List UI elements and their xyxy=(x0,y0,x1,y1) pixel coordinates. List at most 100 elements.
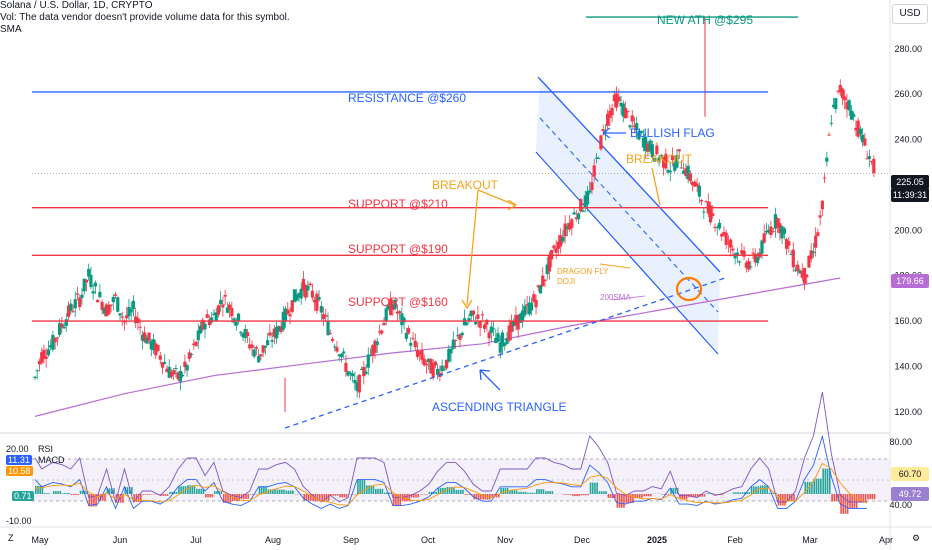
candle-body xyxy=(380,330,384,334)
candle-body xyxy=(201,319,205,330)
candle-body xyxy=(840,88,845,99)
macd-histogram-bar xyxy=(110,488,113,494)
macd-histogram-bar xyxy=(77,494,79,496)
macd-histogram-bar xyxy=(692,494,695,498)
macd-histogram-bar xyxy=(225,494,227,503)
candle-body xyxy=(865,158,869,160)
candle-body xyxy=(207,319,212,326)
candle-body xyxy=(462,318,467,326)
macd-histogram-bar xyxy=(119,494,122,503)
rsi-line xyxy=(34,391,868,504)
macd-histogram-bar xyxy=(867,494,869,500)
candle-body xyxy=(337,354,341,357)
candle-body xyxy=(780,226,784,239)
candle-body xyxy=(782,228,786,235)
macd-histogram-bar xyxy=(820,478,822,494)
candle-body xyxy=(129,308,133,313)
macd-histogram-bar xyxy=(247,494,249,499)
candle-body xyxy=(641,137,646,148)
candle-body xyxy=(84,279,89,283)
candle-body xyxy=(100,301,104,310)
candle-body xyxy=(268,332,272,336)
candle-body xyxy=(368,354,373,356)
dragonfly-label-2: DOJI xyxy=(557,277,575,286)
candle-body xyxy=(447,349,451,362)
ascending-triangle-label: ASCENDING TRIANGLE xyxy=(432,400,566,414)
candle-body xyxy=(449,348,453,354)
candle-body xyxy=(581,210,585,212)
macd-histogram-bar xyxy=(636,494,639,498)
candle-body xyxy=(66,305,71,317)
macd-histogram-bar xyxy=(182,486,185,494)
candle-body xyxy=(230,308,234,317)
candle-body xyxy=(404,333,408,339)
candle-body xyxy=(498,342,502,353)
time-axis[interactable]: May Jun Jul Aug Sep Oct Nov Dec 2025 Feb Mar Apr xyxy=(31,535,893,545)
macd-histogram-bar xyxy=(545,491,547,494)
macd-histogram-bar xyxy=(202,488,205,494)
candle-body xyxy=(219,299,223,305)
price-tick-label: 140.00 xyxy=(894,361,922,371)
candle-body xyxy=(386,305,391,310)
breakout-left-label: BREAKOUT xyxy=(432,178,499,192)
macd-histogram-bar xyxy=(618,494,621,508)
candle-body xyxy=(58,323,62,335)
candle-body xyxy=(266,340,270,346)
sma-legend[interactable]: SMA xyxy=(0,24,22,35)
candle-body xyxy=(518,313,522,323)
macd-histogram-bar xyxy=(515,490,518,494)
macd-histogram-bar xyxy=(193,485,196,494)
candle-body xyxy=(724,232,728,245)
candle-body xyxy=(735,252,739,256)
macd-histogram-bar xyxy=(205,494,207,498)
macd-histogram-bar xyxy=(81,490,84,494)
candle-body xyxy=(288,314,292,317)
macd-histogram-bar xyxy=(303,494,306,501)
macd-histogram-bar xyxy=(327,494,330,501)
candle-body xyxy=(283,308,288,322)
macd-histogram-bar xyxy=(178,486,180,494)
settings-icon[interactable]: ⚙ xyxy=(912,533,921,543)
macd-histogram-bar xyxy=(251,494,254,495)
candle-body xyxy=(33,376,37,378)
macd-histogram-bar xyxy=(609,494,612,498)
macd-histogram-bar xyxy=(620,494,623,508)
macd-histogram-bar xyxy=(148,494,151,495)
candle-body xyxy=(489,326,493,333)
candle-body xyxy=(836,90,840,92)
macd-histogram-bar xyxy=(307,494,310,501)
dragonfly-circle xyxy=(675,276,703,302)
macd-histogram-bar xyxy=(404,494,406,502)
macd-histogram-bar xyxy=(363,479,366,494)
macd-histogram-bar xyxy=(164,494,167,496)
timezone-icon[interactable]: Z xyxy=(8,533,14,543)
currency-button[interactable]: USD xyxy=(892,4,928,24)
macd-value-tag: 11.31 xyxy=(6,455,32,465)
candle-body xyxy=(545,264,549,275)
candle-body xyxy=(659,154,663,156)
candle-body xyxy=(335,347,339,352)
macd-histogram-bar xyxy=(614,494,616,498)
breakout-arrows xyxy=(466,189,516,306)
macd-histogram-bar xyxy=(285,490,288,494)
macd-histogram-bar xyxy=(209,494,211,498)
macd-histogram-bar xyxy=(497,494,500,498)
candle-body xyxy=(40,352,44,363)
candle-body xyxy=(576,213,581,220)
indicator-panel[interactable] xyxy=(32,391,890,514)
macd-histogram-bar xyxy=(504,487,507,494)
candle-body xyxy=(532,294,536,302)
symbol-title[interactable]: Solana / U.S. Dollar, 1D, CRYPTO xyxy=(0,0,153,11)
candle-body xyxy=(523,305,527,316)
price-axis[interactable]: 120.00140.00160.00180.00200.00220.00240.… xyxy=(894,44,922,417)
macd-histogram-bar xyxy=(377,488,379,494)
candle-body xyxy=(867,156,871,160)
macd-histogram-bar xyxy=(216,491,218,494)
macd-histogram-bar xyxy=(426,494,428,495)
macd-histogram-bar xyxy=(786,494,789,501)
candle-body xyxy=(809,250,813,260)
candle-body xyxy=(163,362,167,364)
chart-header: Solana / U.S. Dollar, 1D, CRYPTO Vol: Th… xyxy=(0,0,932,36)
candle-body xyxy=(225,307,229,313)
